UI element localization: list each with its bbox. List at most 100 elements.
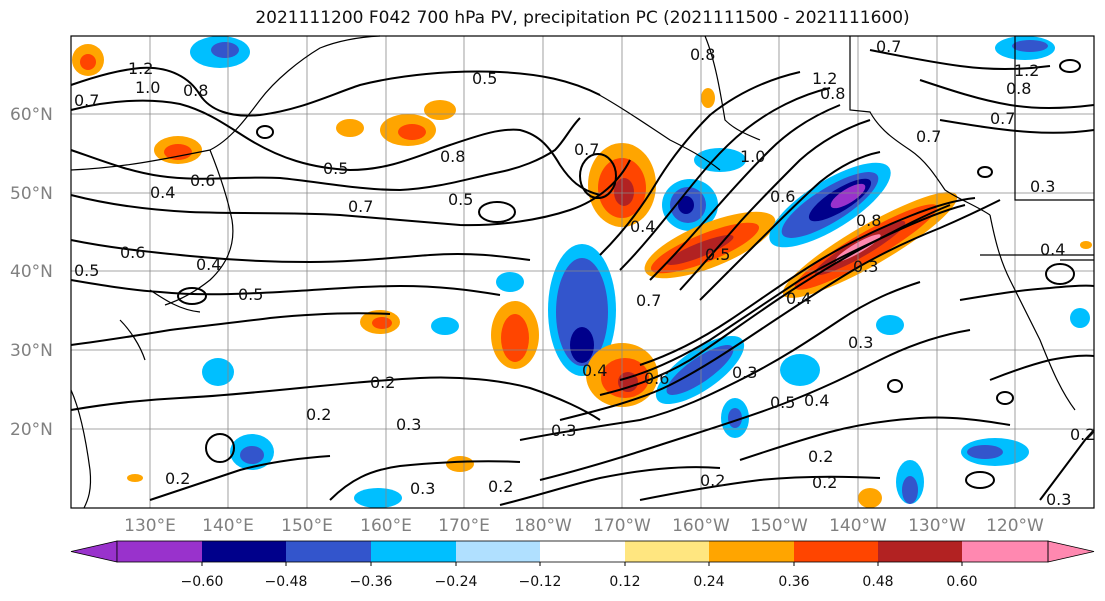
longitude-axis: 130°E 140°E 150°E 160°E 170°E 180°W 170°… [124, 516, 1044, 536]
longitude-label: 130°E [124, 516, 176, 536]
contour-label: 0.3 [853, 257, 878, 276]
contour-label: 0.3 [732, 363, 757, 382]
colorbar-segments [70, 540, 1095, 566]
contour-label: 0.2 [808, 447, 833, 466]
colorbar-tick-label: 0.60 [946, 574, 977, 590]
contour-label: 0.7 [574, 140, 599, 159]
colorbar-segment [962, 541, 1048, 562]
colorbar-segment [794, 541, 878, 562]
contour-label: 0.7 [916, 127, 941, 146]
contour-label: 0.2 [812, 473, 837, 492]
colorbar-segment [878, 541, 962, 562]
latitude-label: 50°N [10, 184, 53, 204]
longitude-label: 150°E [281, 516, 333, 536]
contour-label: 0.8 [690, 45, 715, 64]
longitude-label: 150°W [750, 516, 808, 536]
contour-label: 0.8 [183, 81, 208, 100]
contour-label: 0.6 [770, 187, 795, 206]
contour-label: 0.4 [804, 391, 829, 410]
contour-value-labels: 1.2 1.0 0.8 0.7 0.5 0.6 0.4 0.5 0.7 0.5 … [74, 37, 1095, 509]
colorbar-tick-label: 0.24 [693, 574, 724, 590]
colorbar-tick-label: −0.24 [435, 574, 478, 590]
contour-label: 0.3 [1046, 490, 1071, 509]
colorbar-tick-label: −0.36 [350, 574, 393, 590]
contour-label: 1.2 [812, 69, 837, 88]
contour-label: 1.2 [1014, 61, 1039, 80]
contour-label: 0.4 [582, 361, 607, 380]
contour-label: 0.5 [770, 393, 795, 412]
longitude-label: 160°E [360, 516, 412, 536]
contour-label: 0.4 [630, 217, 655, 236]
contour-label: 0.4 [1040, 240, 1065, 259]
colorbar-segment [286, 541, 371, 562]
contour-label: 0.3 [410, 479, 435, 498]
colorbar-segment [625, 541, 709, 562]
longitude-label: 130°W [908, 516, 966, 536]
latitude-label: 60°N [10, 105, 53, 125]
contour-label: 0.7 [74, 91, 99, 110]
contour-label: 1.0 [740, 147, 765, 166]
latitude-label: 20°N [10, 420, 53, 440]
contour-label: 0.8 [1006, 79, 1031, 98]
contour-label: 0.2 [370, 373, 395, 392]
latitude-label: 40°N [10, 262, 53, 282]
closed-contours [177, 59, 1081, 489]
map-title: 2021111200 F042 700 hPa PV, precipitatio… [255, 8, 910, 28]
longitude-label: 120°W [986, 516, 1044, 536]
colorbar-tick-label: 0.36 [778, 574, 809, 590]
contour-label: 0.5 [238, 285, 263, 304]
contour-label: 0.7 [990, 109, 1015, 128]
longitude-label: 170°W [593, 516, 651, 536]
contour-label: 0.7 [348, 197, 373, 216]
contour-label: 0.4 [150, 183, 175, 202]
contour-label: 0.3 [848, 333, 873, 352]
longitude-label: 180°W [514, 516, 572, 536]
contour-label: 0.5 [705, 245, 730, 264]
contour-label: 0.6 [120, 243, 145, 262]
colorbar-segment [202, 541, 286, 562]
pv-contours [70, 49, 1095, 506]
contour-label: 0.5 [323, 159, 348, 178]
contour-label: 0.2 [1070, 425, 1095, 444]
contour-label: 1.2 [128, 59, 153, 78]
contour-label: 0.4 [786, 289, 811, 308]
contour-label: 0.3 [551, 421, 576, 440]
coastlines [70, 35, 1094, 509]
colorbar-outline [116, 540, 1049, 563]
contour-label: 0.8 [820, 84, 845, 103]
contour-label: 0.6 [644, 369, 669, 388]
contour-label: 0.2 [700, 471, 725, 490]
colorbar-tick-label: −0.12 [519, 574, 562, 590]
longitude-label: 170°E [438, 516, 490, 536]
colorbar-tick-label: −0.48 [265, 574, 308, 590]
contour-label: 0.3 [396, 415, 421, 434]
contour-label: 0.5 [472, 69, 497, 88]
contour-label: 0.5 [74, 261, 99, 280]
contour-label: 0.5 [448, 190, 473, 209]
contour-label: 0.7 [636, 291, 661, 310]
colorbar-min-extend [70, 540, 118, 563]
colorbar-tick-labels: −0.60 −0.48 −0.36 −0.24 −0.12 0.12 0.24 … [181, 574, 978, 590]
contour-label: 0.7 [876, 37, 901, 56]
colorbar-tick-label: 0.12 [609, 574, 640, 590]
contour-label: 0.3 [1030, 177, 1055, 196]
colorbar-segment [709, 541, 794, 562]
contour-label: 1.0 [135, 78, 160, 97]
colorbar-segment [540, 541, 625, 562]
graticule-grid [71, 36, 1094, 508]
colorbar-segment [117, 541, 202, 562]
longitude-label: 140°W [829, 516, 887, 536]
contour-label: 0.2 [306, 405, 331, 424]
colorbar-segment [371, 541, 456, 562]
contour-label: 0.4 [196, 255, 221, 274]
colorbar-tick-label: −0.60 [181, 574, 224, 590]
longitude-label: 160°W [672, 516, 730, 536]
longitude-label: 140°E [202, 516, 254, 536]
contour-label: 0.8 [856, 211, 881, 230]
colorbar-tick-label: 0.48 [862, 574, 893, 590]
colorbar: −0.60 −0.48 −0.36 −0.24 −0.12 0.12 0.24 … [70, 540, 1095, 590]
latitude-label: 30°N [10, 341, 53, 361]
latitude-axis: 60°N 50°N 40°N 30°N 20°N [10, 105, 53, 440]
contour-label: 0.6 [190, 171, 215, 190]
